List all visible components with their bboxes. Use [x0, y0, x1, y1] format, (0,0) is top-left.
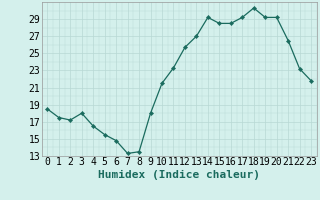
- X-axis label: Humidex (Indice chaleur): Humidex (Indice chaleur): [98, 170, 260, 180]
